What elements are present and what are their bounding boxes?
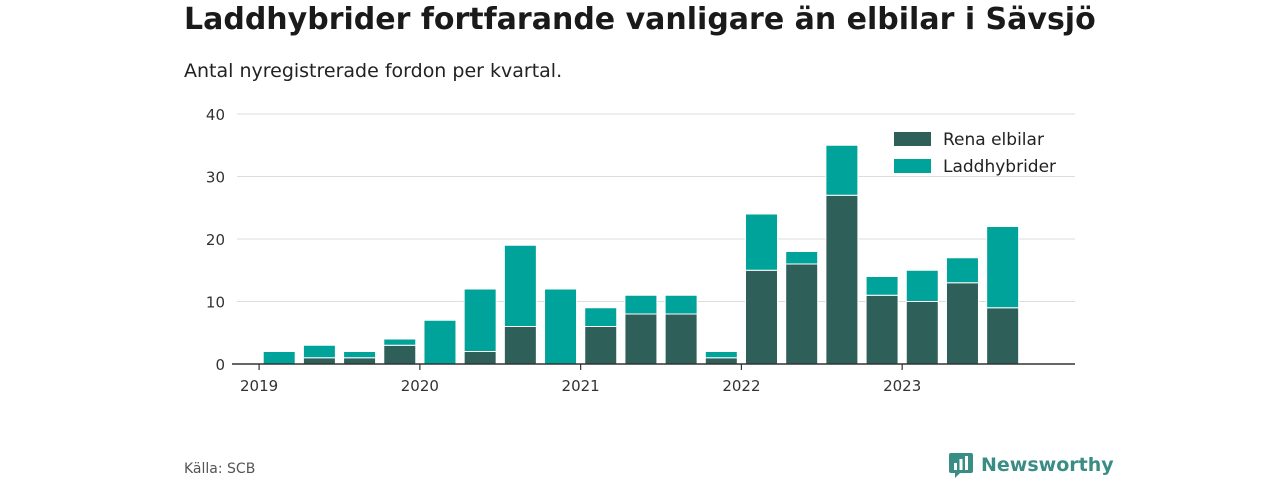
bar-rena-elbilar bbox=[503, 326, 537, 365]
bar-laddhybrider bbox=[624, 294, 658, 315]
bar-rena-elbilar bbox=[745, 269, 779, 365]
bar-laddhybrider bbox=[423, 319, 457, 365]
bar-laddhybrider bbox=[584, 307, 618, 327]
bar-laddhybrider bbox=[463, 288, 497, 352]
bar-laddhybrider bbox=[785, 251, 819, 265]
brand-logo: Newsworthy bbox=[948, 451, 1114, 479]
bar-rena-elbilar bbox=[704, 357, 738, 365]
bar-rena-elbilar bbox=[664, 313, 698, 365]
bar-rena-elbilar bbox=[865, 294, 899, 365]
y-tick-label: 40 bbox=[206, 106, 225, 124]
bar-laddhybrider bbox=[664, 294, 698, 315]
bar-laddhybrider bbox=[986, 226, 1020, 309]
chart-subtitle: Antal nyregistrerade fordon per kvartal. bbox=[184, 60, 563, 82]
bar-rena-elbilar bbox=[945, 282, 979, 365]
bar-laddhybrider bbox=[745, 213, 779, 271]
bar-laddhybrider bbox=[865, 276, 899, 296]
bar-rena-elbilar bbox=[584, 326, 618, 365]
bar-laddhybrider bbox=[343, 351, 377, 359]
newsworthy-logo-icon bbox=[949, 453, 973, 478]
bar-laddhybrider bbox=[302, 344, 336, 359]
legend-label: Rena elbilar bbox=[943, 130, 1044, 150]
bar-rena-elbilar bbox=[463, 351, 497, 365]
x-tick-label: 2021 bbox=[562, 377, 600, 395]
bar-rena-elbilar bbox=[383, 344, 417, 365]
y-tick-label: 10 bbox=[206, 294, 225, 312]
bar-rena-elbilar bbox=[624, 313, 658, 365]
legend-swatch bbox=[894, 159, 931, 173]
bar-laddhybrider bbox=[905, 269, 939, 302]
bar-laddhybrider bbox=[503, 244, 537, 327]
x-tick-label: 2023 bbox=[883, 377, 921, 395]
legend-swatch bbox=[894, 132, 931, 146]
bar-rena-elbilar bbox=[343, 357, 377, 365]
bar-rena-elbilar bbox=[905, 301, 939, 365]
chart-title: Laddhybrider fortfarande vanligare än el… bbox=[184, 2, 1096, 37]
bar-laddhybrider bbox=[383, 338, 417, 346]
x-tick-label: 2020 bbox=[401, 377, 439, 395]
bar-laddhybrider bbox=[262, 351, 296, 365]
bar-rena-elbilar bbox=[986, 307, 1020, 365]
x-tick-label: 2019 bbox=[240, 377, 278, 395]
x-tick-label: 2022 bbox=[722, 377, 760, 395]
bar-rena-elbilar bbox=[785, 263, 819, 365]
bar-laddhybrider bbox=[825, 144, 859, 196]
source-note: Källa: SCB bbox=[184, 461, 256, 477]
bar-laddhybrider bbox=[704, 351, 738, 359]
bar-laddhybrider bbox=[945, 257, 979, 284]
legend-label: Laddhybrider bbox=[943, 157, 1056, 177]
bar-laddhybrider bbox=[544, 288, 578, 365]
y-tick-label: 20 bbox=[206, 231, 225, 249]
bar-rena-elbilar bbox=[302, 357, 336, 365]
brand-name: Newsworthy bbox=[981, 454, 1114, 476]
bar-rena-elbilar bbox=[825, 194, 859, 365]
y-tick-label: 0 bbox=[215, 356, 225, 374]
y-tick-label: 30 bbox=[206, 169, 225, 187]
